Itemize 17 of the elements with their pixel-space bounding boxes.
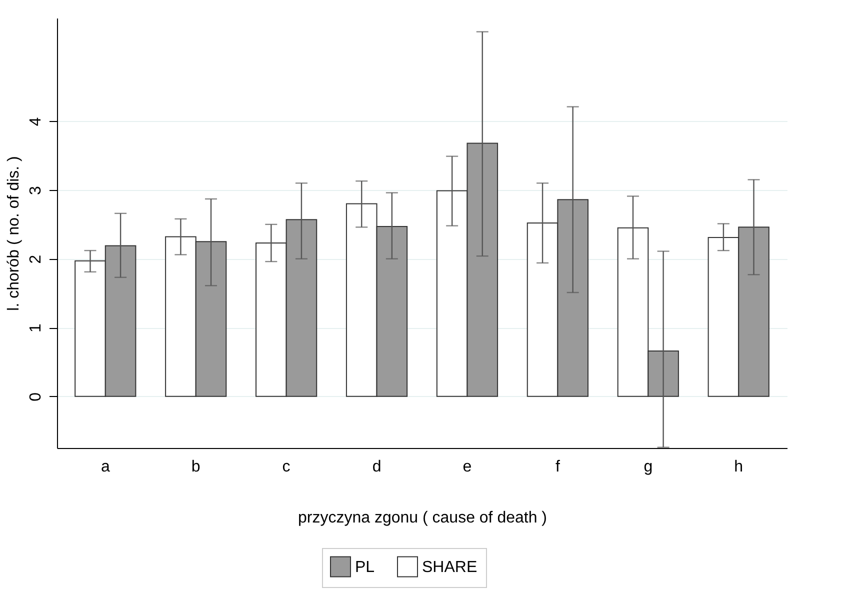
y-axis-title: l. chorób ( no. of dis. ) [6,156,22,311]
x-tick-label: e [462,458,472,476]
legend-label: PL [355,558,375,576]
y-tick-label: 0 [28,392,44,402]
x-tick-label: c [282,458,290,476]
legend-label: SHARE [422,558,478,576]
y-tick-label: 4 [28,117,44,126]
x-tick-label: a [100,458,110,476]
x-tick-label: f [555,458,560,476]
y-tick-label: 1 [28,324,44,333]
x-tick-label: g [644,458,653,476]
x-tick-label: d [372,458,382,476]
x-axis-title: przyczyna zgonu ( cause of death ) [298,510,548,526]
y-tick-label: 3 [28,186,44,195]
x-tick-label: b [191,458,200,476]
y-tick-label: 2 [28,254,44,264]
x-tick-label: h [734,458,744,476]
